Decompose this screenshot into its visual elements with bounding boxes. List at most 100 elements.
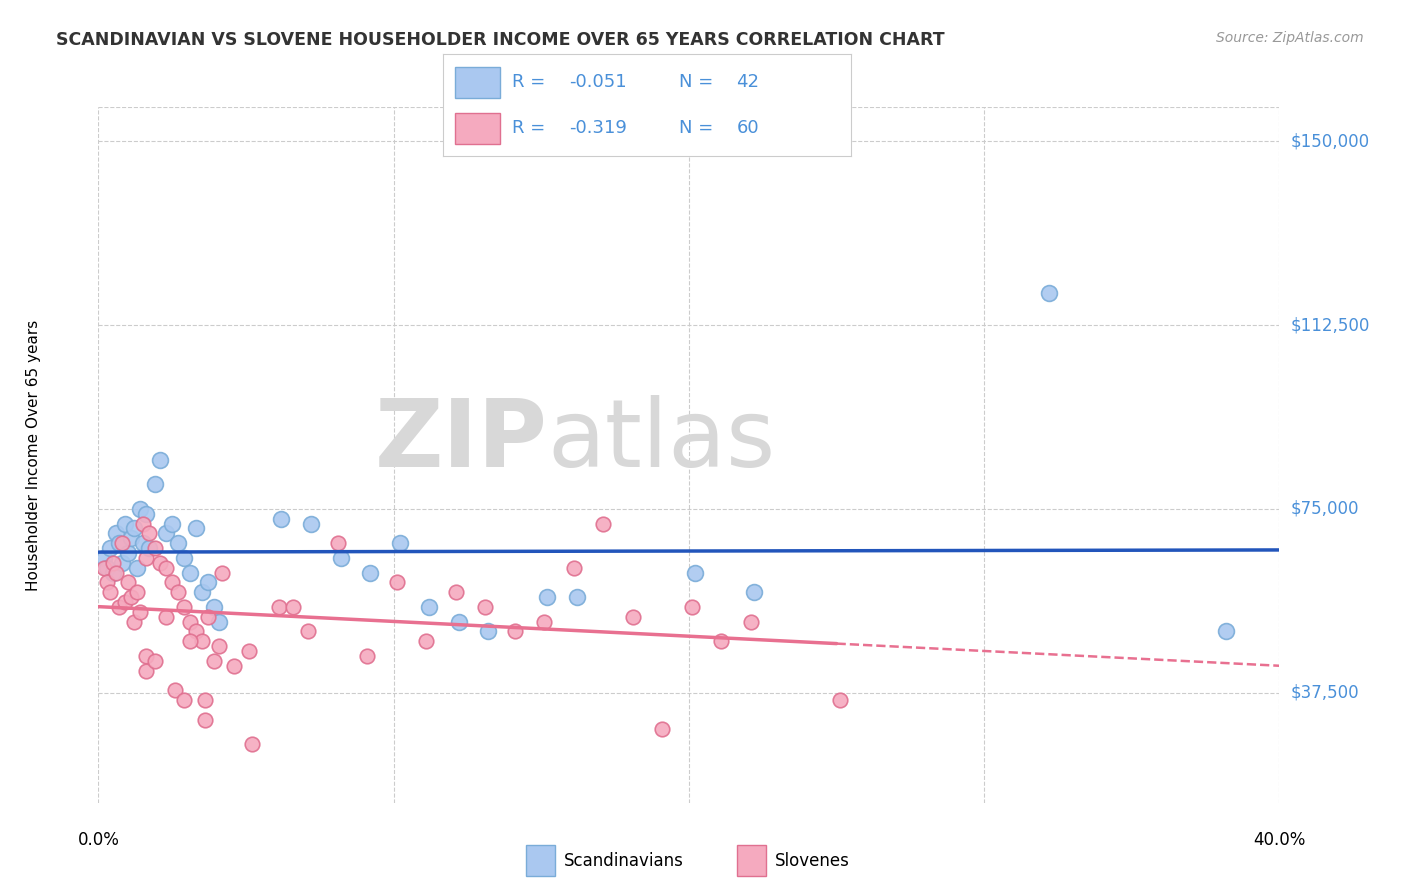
Point: [191, 634, 214, 648]
Point: [1038, 286, 1060, 301]
Point: [447, 615, 470, 629]
Point: [299, 516, 322, 531]
Point: [96, 560, 118, 574]
Point: [135, 550, 157, 565]
Point: [179, 566, 201, 580]
Text: $75,000: $75,000: [1291, 500, 1360, 518]
Point: [149, 556, 172, 570]
Point: [162, 575, 183, 590]
Point: [385, 575, 408, 590]
Point: [474, 599, 496, 614]
Text: R =: R =: [512, 120, 551, 137]
Point: [93, 550, 115, 565]
Text: 40.0%: 40.0%: [1253, 830, 1306, 848]
Point: [418, 599, 440, 614]
Bar: [456, 67, 501, 97]
Text: SCANDINAVIAN VS SLOVENE HOUSEHOLDER INCOME OVER 65 YEARS CORRELATION CHART: SCANDINAVIAN VS SLOVENE HOUSEHOLDER INCO…: [56, 31, 945, 49]
Point: [179, 615, 201, 629]
Text: 0.0%: 0.0%: [77, 830, 120, 848]
Point: [194, 693, 217, 707]
Point: [297, 624, 319, 639]
Point: [267, 599, 290, 614]
Point: [114, 595, 136, 609]
Point: [111, 536, 134, 550]
Point: [651, 723, 673, 737]
Point: [742, 585, 765, 599]
Point: [122, 521, 145, 535]
Point: [173, 550, 195, 565]
Point: [132, 536, 155, 550]
Point: [162, 516, 183, 531]
Point: [143, 654, 166, 668]
Point: [128, 501, 150, 516]
Text: Source: ZipAtlas.com: Source: ZipAtlas.com: [1216, 31, 1364, 45]
Point: [125, 585, 148, 599]
Point: [240, 737, 263, 751]
Point: [143, 477, 166, 491]
Point: [132, 516, 155, 531]
Text: $112,500: $112,500: [1291, 316, 1369, 334]
Point: [184, 624, 207, 639]
Point: [105, 566, 128, 580]
Point: [710, 634, 733, 648]
Point: [108, 599, 131, 614]
Point: [122, 615, 145, 629]
Point: [326, 536, 349, 550]
Point: [681, 599, 703, 614]
Point: [683, 566, 706, 580]
Point: [165, 683, 187, 698]
Point: [208, 615, 231, 629]
Point: [359, 566, 381, 580]
Text: $37,500: $37,500: [1291, 683, 1360, 701]
Point: [117, 575, 139, 590]
Text: -0.051: -0.051: [569, 73, 627, 91]
Point: [184, 521, 207, 535]
Text: Scandinavians: Scandinavians: [564, 852, 683, 870]
Point: [125, 560, 148, 574]
Text: N =: N =: [679, 73, 720, 91]
Point: [138, 526, 160, 541]
Point: [120, 531, 142, 545]
Point: [167, 585, 190, 599]
Point: [135, 664, 157, 678]
Point: [224, 658, 246, 673]
Text: $150,000: $150,000: [1291, 132, 1369, 151]
Point: [740, 615, 762, 629]
Point: [167, 536, 190, 550]
Point: [562, 560, 585, 574]
Point: [197, 609, 219, 624]
Point: [329, 550, 352, 565]
Point: [533, 615, 555, 629]
Point: [503, 624, 526, 639]
Text: -0.319: -0.319: [569, 120, 627, 137]
Point: [103, 556, 125, 570]
Bar: [526, 846, 555, 876]
Point: [477, 624, 499, 639]
Point: [155, 560, 177, 574]
Point: [565, 590, 588, 604]
Text: Householder Income Over 65 years: Householder Income Over 65 years: [25, 319, 41, 591]
Point: [621, 609, 644, 624]
Text: ZIP: ZIP: [374, 395, 547, 487]
Point: [117, 546, 139, 560]
Point: [270, 511, 292, 525]
Point: [135, 507, 157, 521]
Point: [149, 452, 172, 467]
Point: [105, 526, 128, 541]
Point: [356, 648, 378, 663]
Text: R =: R =: [512, 73, 551, 91]
Point: [155, 526, 177, 541]
Point: [194, 713, 217, 727]
Point: [114, 516, 136, 531]
Point: [388, 536, 411, 550]
Point: [138, 541, 160, 555]
Point: [202, 599, 225, 614]
Point: [415, 634, 437, 648]
Point: [120, 590, 142, 604]
Point: [128, 605, 150, 619]
Point: [98, 585, 121, 599]
Point: [283, 599, 305, 614]
Point: [111, 556, 134, 570]
Point: [592, 516, 614, 531]
Point: [98, 541, 121, 555]
